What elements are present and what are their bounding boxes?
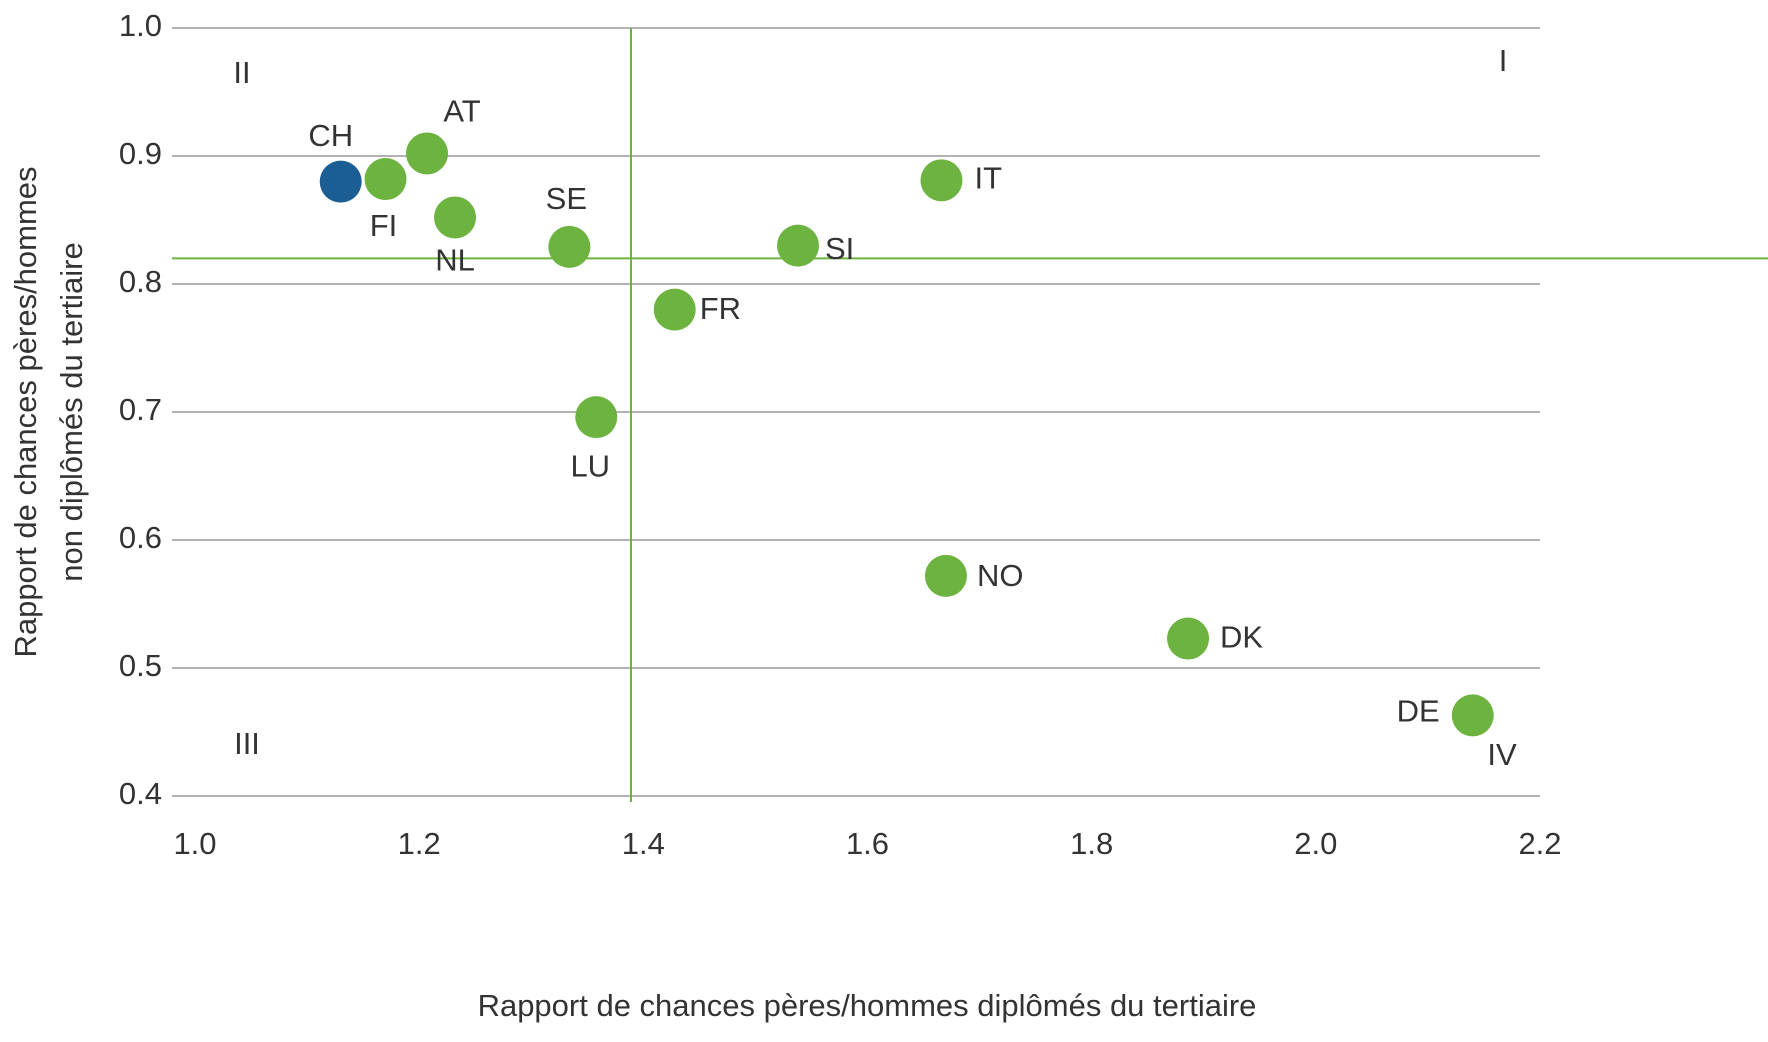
y-tick-label: 0.5: [119, 648, 162, 683]
y-tick-label: 0.9: [119, 136, 162, 171]
point: [364, 158, 407, 201]
point-label: DK: [1220, 620, 1263, 655]
y-axis-label: Rapport de chances pères/hommes: [8, 166, 43, 657]
y-tick-label: 0.6: [119, 520, 162, 555]
point-label: DE: [1397, 694, 1440, 729]
point-label: NL: [435, 243, 475, 278]
point-label: FR: [700, 291, 741, 326]
point: [434, 196, 477, 239]
point-label: FI: [370, 208, 398, 243]
y-tick-label: 0.4: [119, 776, 162, 811]
quadrant-label: III: [234, 726, 260, 761]
y-axis-label: non diplômés du tertiaire: [54, 242, 89, 581]
quadrant-label: II: [233, 55, 250, 90]
quadrant-label: I: [1499, 43, 1508, 78]
point-label: IT: [974, 161, 1002, 196]
point-label: SI: [825, 231, 854, 266]
point: [777, 224, 820, 267]
point-label: LU: [570, 448, 610, 483]
point: [924, 554, 967, 597]
point-label: SE: [546, 181, 587, 216]
quadrant-label: IV: [1487, 737, 1517, 772]
y-tick-label: 0.7: [119, 392, 162, 427]
x-tick-label: 1.8: [1070, 826, 1113, 861]
x-axis-label: Rapport de chances pères/hommes diplômés…: [478, 988, 1257, 1023]
point: [920, 159, 963, 202]
point: [653, 288, 696, 331]
x-tick-label: 1.0: [173, 826, 216, 861]
x-tick-label: 1.6: [846, 826, 889, 861]
point: [1451, 694, 1494, 737]
x-tick-label: 2.2: [1518, 826, 1561, 861]
y-tick-label: 1.0: [119, 8, 162, 43]
x-tick-label: 1.4: [622, 826, 665, 861]
x-tick-label: 2.0: [1294, 826, 1337, 861]
point: [575, 396, 618, 439]
point-label: AT: [443, 94, 480, 129]
point-label: NO: [977, 558, 1024, 593]
point: [1167, 617, 1210, 660]
point: [548, 225, 591, 268]
point-label: CH: [308, 118, 353, 153]
x-tick-label: 1.2: [398, 826, 441, 861]
y-tick-label: 0.8: [119, 264, 162, 299]
point: [319, 160, 362, 203]
point: [406, 132, 449, 175]
